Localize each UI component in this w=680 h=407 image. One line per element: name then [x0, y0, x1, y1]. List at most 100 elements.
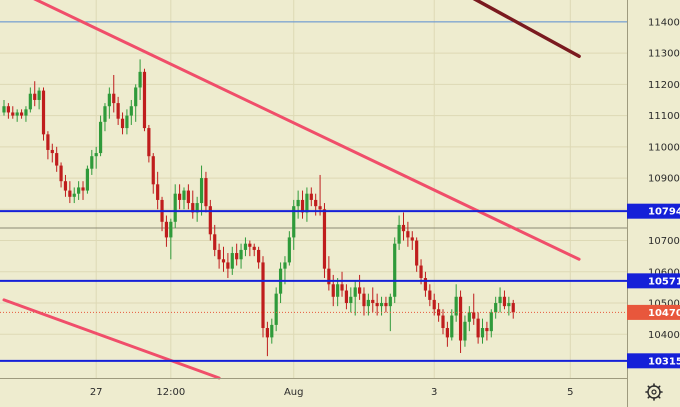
candle — [274, 287, 278, 332]
price-tags: 107940 105710 103150 104700 — [627, 203, 680, 369]
current-price-tag-text: 104700 — [648, 308, 680, 319]
candle — [120, 112, 125, 135]
y-tick-label: 111000 — [648, 111, 680, 122]
candle — [322, 203, 327, 279]
candle — [463, 315, 467, 347]
candle — [261, 256, 265, 338]
candle — [116, 96, 120, 125]
candle — [406, 221, 410, 247]
candle — [213, 224, 217, 257]
candle — [441, 309, 445, 335]
candle-body — [41, 90, 46, 135]
level-tag: 103150 — [627, 353, 680, 369]
candle — [349, 287, 353, 313]
candle-body — [178, 193, 182, 200]
candle-body — [230, 253, 234, 269]
grid — [0, 0, 627, 378]
candle — [138, 59, 142, 100]
candle-body — [349, 296, 353, 304]
candle-body — [371, 299, 375, 304]
candle-body — [116, 103, 120, 119]
candle-body — [24, 109, 28, 116]
candle — [2, 99, 6, 116]
candle-body — [261, 262, 265, 329]
candle — [366, 293, 370, 316]
candle — [287, 231, 291, 266]
candle — [98, 115, 103, 157]
candle-body — [173, 193, 177, 222]
candle — [112, 74, 116, 113]
level-tag-box — [627, 273, 680, 289]
candle — [344, 284, 349, 310]
candle-body — [107, 93, 111, 107]
candle-body — [208, 206, 212, 235]
candle — [72, 187, 76, 204]
candle-body — [458, 296, 463, 341]
candle — [432, 293, 436, 316]
candle-body — [19, 112, 24, 116]
y-tick-label: 106000 — [648, 267, 680, 278]
y-tick-label: 113000 — [648, 49, 680, 60]
candle — [59, 162, 63, 188]
candle — [147, 124, 151, 163]
candle — [230, 246, 234, 275]
candle — [186, 184, 190, 210]
candle-body — [2, 106, 6, 113]
candle — [283, 256, 287, 285]
current-price-tag: 104700 — [627, 304, 680, 320]
candle-body — [489, 312, 493, 332]
candle-body — [406, 231, 410, 238]
candle-body — [309, 193, 313, 200]
candle-body — [450, 315, 454, 338]
candle-body — [15, 112, 19, 116]
candle-body — [90, 156, 94, 169]
candle — [296, 190, 300, 219]
candle — [208, 199, 212, 241]
candle — [393, 237, 397, 304]
candle — [467, 306, 471, 332]
candle — [507, 296, 511, 316]
candle — [445, 321, 449, 347]
candle — [85, 165, 90, 194]
candle-body — [85, 168, 90, 191]
candle — [94, 146, 98, 169]
gear-icon[interactable] — [645, 383, 663, 401]
time-axis[interactable]: 27 12:00 Aug 3 5 — [90, 387, 574, 398]
candle-body — [134, 87, 138, 107]
candle — [239, 243, 243, 269]
candle — [191, 190, 195, 219]
candle-body — [410, 237, 414, 241]
candle-body — [46, 134, 50, 150]
candle — [63, 174, 68, 197]
channel-line — [33, 0, 581, 261]
candle-body — [463, 321, 467, 341]
candle — [375, 293, 379, 316]
candle-body — [472, 312, 476, 319]
candle — [11, 106, 15, 119]
candle-body — [112, 93, 116, 104]
plot-area[interactable] — [0, 0, 627, 378]
candle — [55, 146, 59, 172]
candle-body — [296, 199, 300, 207]
candle-body — [248, 243, 252, 247]
candle-body — [169, 221, 173, 238]
candle-body — [401, 224, 406, 232]
candle-body — [327, 268, 331, 285]
candle-body — [322, 209, 327, 269]
candle-body — [77, 187, 81, 194]
candle-body — [336, 284, 340, 297]
candle — [257, 246, 261, 269]
candle-body — [428, 290, 432, 300]
candle-body — [274, 293, 278, 325]
candle — [305, 187, 309, 222]
candle-body — [340, 284, 344, 291]
time-scale-area[interactable] — [0, 378, 627, 407]
candle — [107, 87, 111, 119]
candle-body — [467, 312, 471, 322]
candle-body — [480, 328, 485, 338]
candle — [454, 284, 458, 322]
candle-body — [243, 243, 248, 250]
candle-body — [494, 303, 498, 313]
